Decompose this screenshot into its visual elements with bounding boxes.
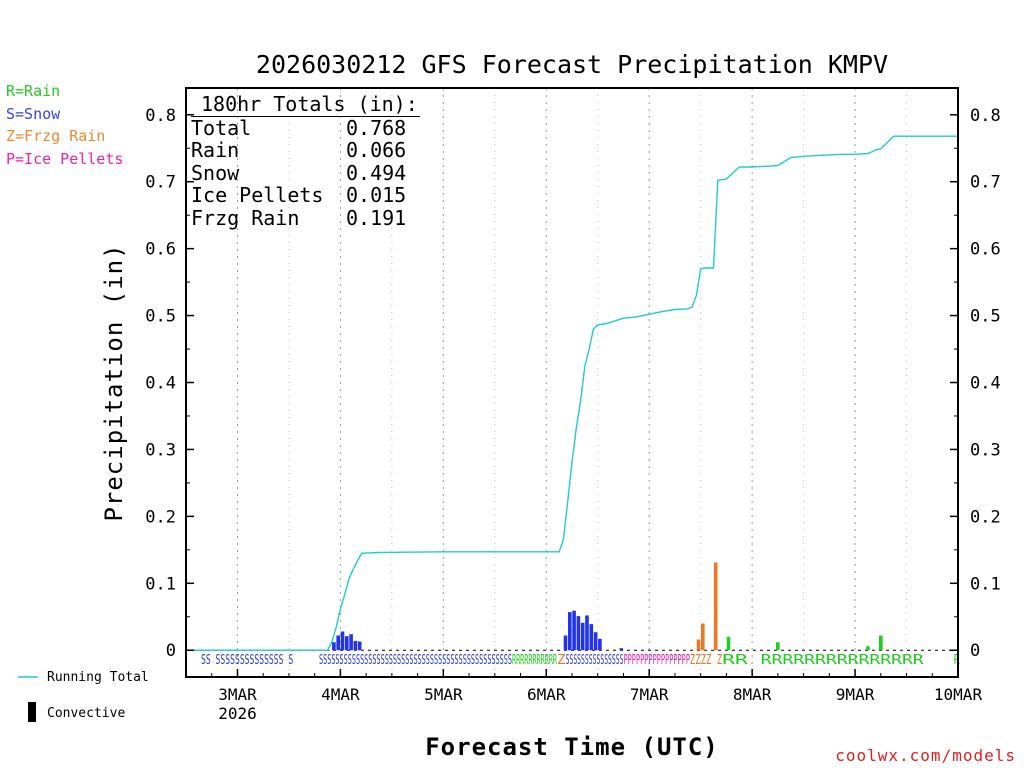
x-tick-label: 5MAR: [424, 685, 463, 704]
totals-row: Total 0.768: [191, 115, 420, 140]
type-strip-snow: SS SSSSSSSSSSSSSS S: [201, 653, 293, 668]
y-tick-label-left: 0.5: [145, 307, 176, 327]
totals-value: 0.015: [346, 183, 407, 208]
convective-key: Convective: [47, 706, 126, 721]
precip-bar-snow: [349, 634, 353, 651]
y-tick-label-right: 0.5: [970, 307, 1001, 327]
precip-bar-snow: [332, 642, 336, 651]
x-tick-label: 4MAR: [321, 685, 360, 704]
type-strip-rain: RRRRRRRRRRRRRRR: [761, 653, 924, 668]
y-tick-label-right: 0.3: [970, 440, 1001, 460]
type-strip-rain: R: [954, 653, 960, 668]
precip-bar-frzg: [696, 639, 701, 651]
precip-bar-snow: [568, 612, 572, 651]
type-strip-rain: RRRRRRRRRRR: [512, 653, 557, 668]
legend-item-2: Z=Frzg Rain: [6, 127, 106, 145]
y-tick-label-right: 0.6: [970, 240, 1001, 260]
totals-row: Rain 0.066: [191, 139, 420, 162]
precip-bar-snow: [598, 638, 602, 651]
y-axis-label: Precipitation (in): [100, 243, 128, 521]
convective-key-swatch: [28, 702, 36, 722]
precip-bar-snow: [585, 615, 589, 651]
totals-row: Snow 0.494: [191, 162, 420, 185]
y-tick-label-left: 0.6: [145, 240, 176, 260]
y-tick-label-right: 0.7: [970, 173, 1001, 193]
totals-label: Total: [191, 115, 252, 140]
totals-value: 0.066: [346, 138, 407, 163]
totals-header: 180hr Totals (in):: [191, 93, 420, 117]
precip-bar-rain: [866, 646, 870, 651]
type-strip-frzg: ZZZZ Z: [690, 653, 722, 668]
precip-bar-rain: [879, 635, 883, 651]
totals-value: 0.191: [346, 205, 407, 230]
y-tick-label-right: 0.1: [970, 574, 1001, 594]
type-strip-frzg: Z: [557, 653, 566, 668]
totals-label: Snow: [191, 160, 240, 185]
x-tick-label: 6MAR: [527, 685, 566, 704]
totals-rows: Total 0.768 Rain 0.066 Snow 0.494 Ice Pellets 0…: [191, 115, 420, 230]
running-total-line: [186, 135, 958, 651]
x-tick-label: 7MAR: [630, 685, 669, 704]
precip-bar-snow: [572, 610, 576, 651]
totals-label: Rain: [191, 138, 240, 163]
precip-bar-frzg: [701, 623, 705, 651]
running-total-key: Running Total: [47, 670, 149, 685]
precip-bar-snow: [619, 648, 624, 651]
precip-bar-rain: [776, 642, 780, 651]
y-tick-label-left: 0.3: [145, 440, 176, 460]
y-tick-label-right: 0: [970, 641, 980, 661]
chart-title: 2026030212 GFS Forecast Precipitation KM…: [255, 50, 889, 79]
precip-bar-snow: [345, 636, 349, 651]
type-strip-rain: RR: [722, 653, 748, 668]
type-strip-snow: SSSSSSSSSSSSSSSSSSSSSSSSSSSSSSSSSSSSSSSS…: [319, 653, 512, 668]
y-tick-label-left: 0: [166, 641, 176, 661]
precip-bar-frzg: [713, 562, 718, 651]
precip-bar-snow: [580, 622, 585, 651]
legend-item-0: R=Rain: [6, 82, 61, 100]
y-tick-label-left: 0.1: [145, 574, 176, 594]
totals-box: 180hr Totals (in): Total 0.768 Rain 0.066 Sn…: [191, 93, 420, 230]
y-tick-label-left: 0.7: [145, 173, 176, 193]
y-tick-label-left: 0.4: [145, 374, 176, 394]
totals-row: Ice Pellets 0.015: [191, 184, 420, 207]
type-strip-pellets: PPPPPPPPPPPPPPPP: [624, 653, 691, 668]
precip-bar-snow: [353, 640, 358, 651]
precip-bar-snow: [593, 632, 598, 651]
y-tick-label-right: 0.4: [970, 374, 1001, 394]
totals-value: 0.768: [346, 115, 407, 140]
x-tick-label: 3MAR: [218, 685, 257, 704]
precip-bar-rain: [726, 636, 731, 651]
type-strip-snow: SSSSSSSSSSSSSSS: [566, 653, 624, 668]
totals-label: Frzg Rain: [191, 205, 300, 230]
totals-value: 0.494: [346, 160, 407, 185]
x-tick-label: 10MAR: [934, 685, 983, 704]
legend-item-3: P=Ice Pellets: [6, 149, 124, 168]
precip-bar-snow: [563, 635, 568, 651]
y-tick-label-left: 0.8: [145, 106, 176, 126]
y-tick-label-left: 0.2: [145, 507, 176, 527]
precip-bar-snow: [340, 631, 345, 651]
y-tick-label-right: 0.8: [970, 106, 1001, 126]
credit-link[interactable]: coolwx.com/models: [835, 746, 1016, 765]
x-tick-label: 8MAR: [733, 685, 772, 704]
legend-item-1: S=Snow: [6, 104, 61, 123]
precip-bar-snow: [336, 635, 340, 651]
x-tick-sublabel: 2026: [218, 704, 257, 723]
totals-label: Ice Pellets: [191, 183, 324, 208]
totals-row: Frzg Rain 0.191: [191, 207, 420, 230]
x-axis-label: Forecast Time (UTC): [425, 733, 719, 761]
y-tick-label-right: 0.2: [970, 507, 1001, 527]
precip-bar-snow: [576, 616, 581, 651]
precip-bar-snow: [357, 641, 362, 651]
x-tick-label: 9MAR: [836, 685, 875, 704]
precip-bar-snow: [589, 624, 594, 651]
